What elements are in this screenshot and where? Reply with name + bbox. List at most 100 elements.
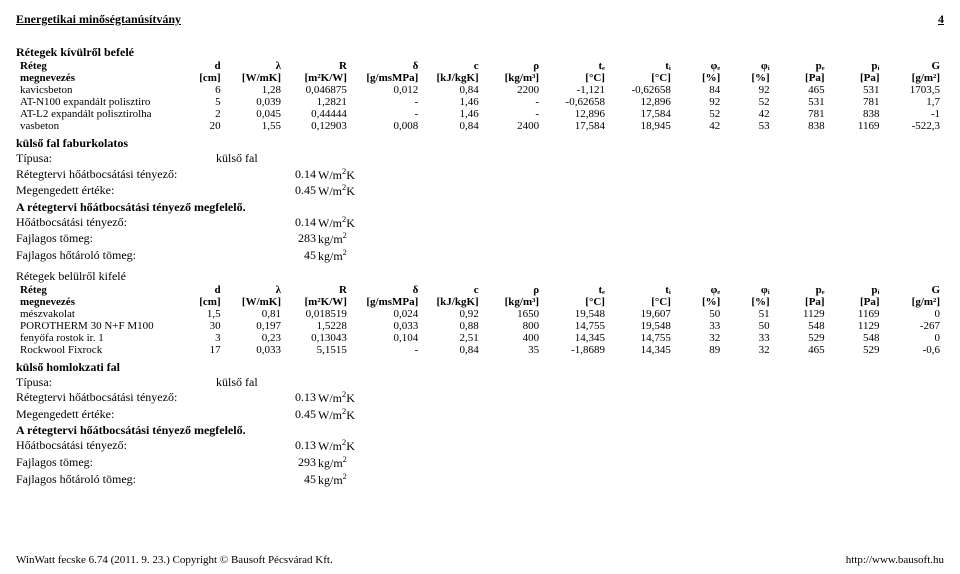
section2-uallow: Megengedett értéke: 0.45 W/m2K: [16, 407, 944, 424]
page-header: Energetikai minőségtanúsítvány 4: [16, 12, 944, 27]
col-ti-unit: [°C]: [609, 296, 675, 308]
cell: 0,033: [351, 320, 422, 332]
cell: POROTHERM 30 N+F M100: [16, 320, 181, 332]
cell: -267: [883, 320, 944, 332]
cell: 33: [724, 332, 773, 344]
cell: 17,584: [543, 120, 609, 132]
col-rho-sym: ρ: [483, 60, 543, 72]
cell: 838: [774, 120, 829, 132]
type-label: Típusa:: [16, 151, 216, 167]
section2-uplan: Rétegtervi hőátbocsátási tényező: 0.13 W…: [16, 390, 944, 407]
cell: 548: [829, 332, 884, 344]
cell: 92: [724, 84, 773, 96]
cell: 12,896: [543, 108, 609, 120]
type-value: külső fal: [216, 151, 316, 167]
cell: 42: [724, 108, 773, 120]
cell: 1,5: [181, 308, 225, 320]
cell: 84: [675, 84, 724, 96]
cell: 1,55: [225, 120, 285, 132]
cell: 1,5228: [285, 320, 351, 332]
cell: -522,3: [883, 120, 944, 132]
table-row: AT-N100 expandált polisztiro50,0391,2821…: [16, 96, 944, 108]
cell: 0,018519: [285, 308, 351, 320]
cell: AT-L2 expandált polisztirolha: [16, 108, 181, 120]
section2-name: külső homlokzati fal: [16, 360, 944, 375]
uplan-unit: W/m2K: [316, 167, 355, 184]
col-phii-sym: φᵢ: [724, 60, 773, 72]
cell: 2: [181, 108, 225, 120]
col-c-sym: c: [422, 284, 482, 296]
table-row: vasbeton201,550,129030,0080,84240017,584…: [16, 120, 944, 132]
ucoef-unit: W/m2K: [316, 215, 355, 232]
cell: 781: [829, 96, 884, 108]
col-R-sym: R: [285, 60, 351, 72]
cell: 32: [675, 332, 724, 344]
uallow-value: 0.45: [216, 183, 316, 200]
cell: 0: [883, 308, 944, 320]
uplan-value: 0.14: [216, 167, 316, 184]
cell: 2,51: [422, 332, 482, 344]
section2-mass: Fajlagos tömeg: 293 kg/m2: [16, 455, 944, 472]
col-name-unit: megnevezés: [16, 72, 181, 84]
col-pi-unit: [Pa]: [829, 296, 884, 308]
col-R-sym: R: [285, 284, 351, 296]
col-rho-unit: [kg/m³]: [483, 296, 543, 308]
section1-uplan: Rétegtervi hőátbocsátási tényező: 0.14 W…: [16, 167, 944, 184]
header-table-2: Réteg d λ R δ c ρ tₑ tᵢ φₑ φᵢ pₑ pᵢ G me…: [16, 284, 944, 356]
cell: 1,46: [422, 96, 482, 108]
cell: 1129: [829, 320, 884, 332]
cell: 14,345: [543, 332, 609, 344]
heatmass-value: 45: [216, 472, 316, 489]
col-c-unit: [kJ/kgK]: [422, 296, 482, 308]
mass-label: Fajlagos tömeg:: [16, 231, 216, 248]
col-pi-sym: pᵢ: [829, 284, 884, 296]
table-row: mészvakolat1,50,810,0185190,0240,9216501…: [16, 308, 944, 320]
type-value: külső fal: [216, 375, 316, 391]
col-c-sym: c: [422, 60, 482, 72]
cell: 52: [724, 96, 773, 108]
cell: 0,008: [351, 120, 422, 132]
cell: 2200: [483, 84, 543, 96]
ucoef-label: Hőátbocsátási tényező:: [16, 215, 216, 232]
cell: 32: [724, 344, 773, 356]
cell: 1169: [829, 308, 884, 320]
cell: 33: [675, 320, 724, 332]
cell: 0,045: [225, 108, 285, 120]
col-delta-unit: [g/msMPa]: [351, 72, 422, 84]
cell: 20: [181, 120, 225, 132]
cell: 92: [675, 96, 724, 108]
col-pe-unit: [Pa]: [774, 296, 829, 308]
cell: 35: [483, 344, 543, 356]
page-title: Energetikai minőségtanúsítvány: [16, 12, 181, 27]
col-phie-sym: φₑ: [675, 60, 724, 72]
cell: 1129: [774, 308, 829, 320]
cell: -0,62658: [609, 84, 675, 96]
cell: -: [483, 96, 543, 108]
col-ti-sym: tᵢ: [609, 60, 675, 72]
cell: 465: [774, 84, 829, 96]
cell: -: [351, 344, 422, 356]
cell: 838: [829, 108, 884, 120]
cell: 42: [675, 120, 724, 132]
col-d-sym: d: [181, 284, 225, 296]
col-lambda-unit: [W/mK]: [225, 72, 285, 84]
cell: -1,8689: [543, 344, 609, 356]
uplan-unit: W/m2K: [316, 390, 355, 407]
uallow-label: Megengedett értéke:: [16, 407, 216, 424]
col-lambda-unit: [W/mK]: [225, 296, 285, 308]
col-te-sym: tₑ: [543, 60, 609, 72]
cell: 465: [774, 344, 829, 356]
cell: -: [351, 96, 422, 108]
unit-row: megnevezés [cm] [W/mK] [m²K/W] [g/msMPa]…: [16, 296, 944, 308]
section1-heatmass: Fajlagos hőtároló tömeg: 45 kg/m2: [16, 248, 944, 265]
cell: 14,755: [609, 332, 675, 344]
cell: 0,012: [351, 84, 422, 96]
cell: -: [483, 108, 543, 120]
mass-unit: kg/m2: [316, 455, 347, 472]
section2-heatmass: Fajlagos hőtároló tömeg: 45 kg/m2: [16, 472, 944, 489]
cell: 17,584: [609, 108, 675, 120]
cell: 529: [829, 344, 884, 356]
unit-row: megnevezés [cm] [W/mK] [m²K/W] [g/msMPa]…: [16, 72, 944, 84]
col-te-unit: [°C]: [543, 72, 609, 84]
layers-out-in-label: Rétegek kívülről befelé: [16, 45, 944, 60]
